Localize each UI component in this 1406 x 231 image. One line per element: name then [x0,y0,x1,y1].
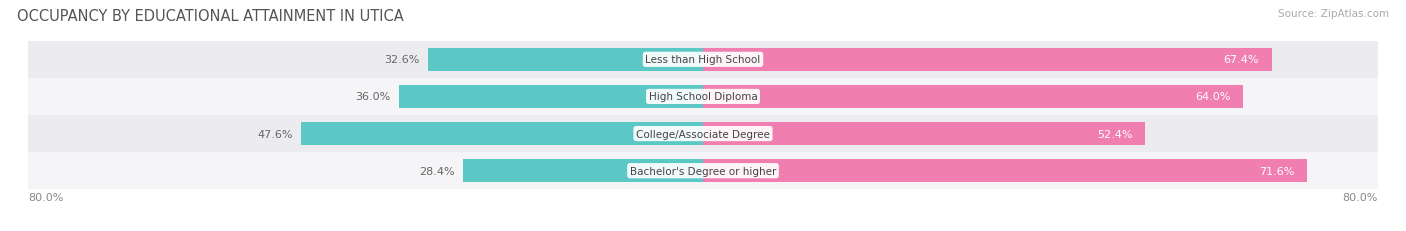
Bar [28,116,1378,152]
Text: College/Associate Degree: College/Associate Degree [636,129,770,139]
Bar [703,49,1271,72]
Bar [28,42,1378,79]
Text: Source: ZipAtlas.com: Source: ZipAtlas.com [1278,9,1389,19]
Bar [28,152,1378,189]
Text: 80.0%: 80.0% [1343,192,1378,202]
Text: 71.6%: 71.6% [1258,166,1295,176]
Text: 80.0%: 80.0% [28,192,63,202]
Bar [399,85,703,109]
Bar [301,122,703,146]
Text: Less than High School: Less than High School [645,55,761,65]
Bar [464,159,703,182]
Bar [703,85,1243,109]
Text: Bachelor's Degree or higher: Bachelor's Degree or higher [630,166,776,176]
Bar [427,49,703,72]
Text: 67.4%: 67.4% [1223,55,1258,65]
Text: 28.4%: 28.4% [419,166,456,176]
Text: 47.6%: 47.6% [257,129,292,139]
Text: 64.0%: 64.0% [1195,92,1230,102]
Text: 32.6%: 32.6% [384,55,419,65]
Text: High School Diploma: High School Diploma [648,92,758,102]
Text: 36.0%: 36.0% [356,92,391,102]
Bar [28,79,1378,116]
Bar [703,159,1308,182]
Bar [703,122,1144,146]
Text: 52.4%: 52.4% [1097,129,1132,139]
Text: OCCUPANCY BY EDUCATIONAL ATTAINMENT IN UTICA: OCCUPANCY BY EDUCATIONAL ATTAINMENT IN U… [17,9,404,24]
